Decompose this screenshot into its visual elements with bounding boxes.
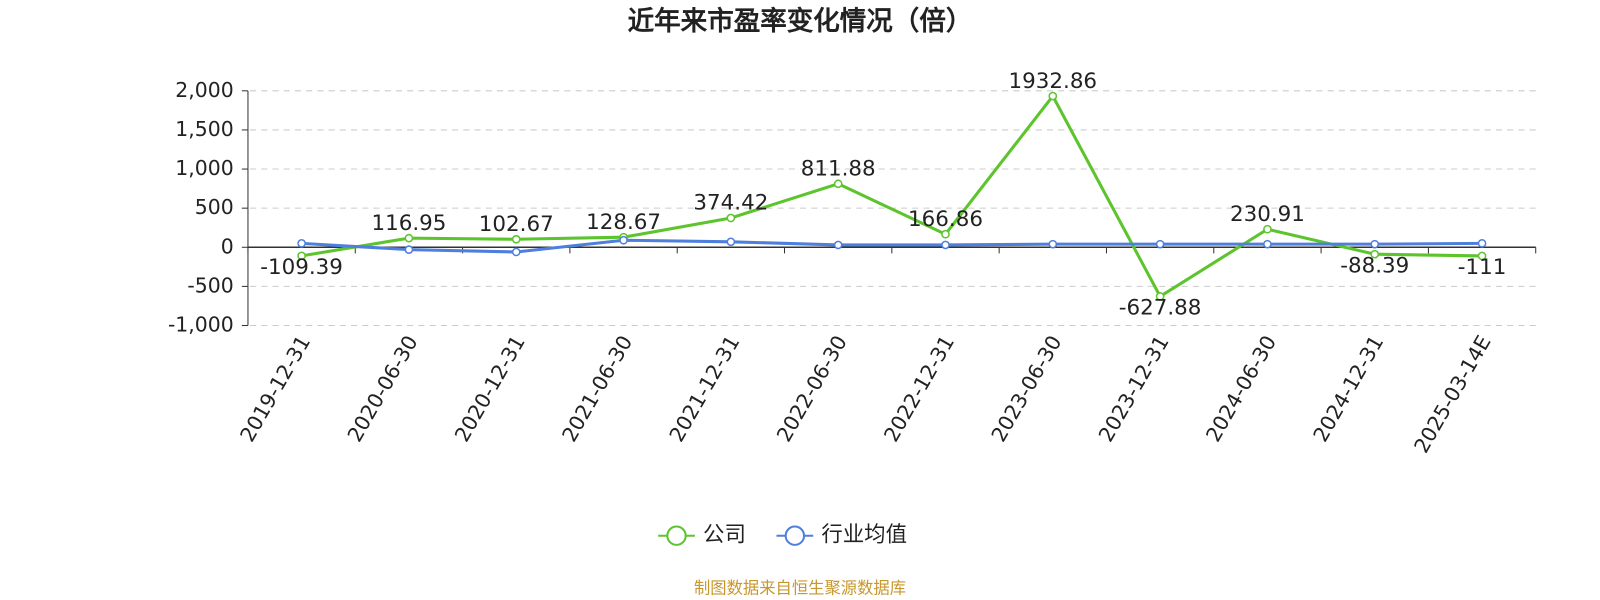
point <box>1370 239 1380 249</box>
data-label: -627.88 <box>1119 296 1202 321</box>
y-tick-label: -1,000 <box>168 313 234 337</box>
x-tick-label: 2020-06-30 <box>342 331 422 446</box>
x-tick-label: 2020-12-31 <box>450 331 530 446</box>
y-tick-label: -500 <box>187 273 233 297</box>
point <box>297 239 306 248</box>
point <box>404 233 414 243</box>
x-tick-label: 2023-06-30 <box>986 331 1066 446</box>
x-tick-label: 2024-12-31 <box>1308 331 1388 446</box>
point <box>726 237 736 247</box>
data-label: -88.39 <box>1340 253 1409 278</box>
point <box>1263 239 1272 249</box>
point <box>941 229 950 239</box>
data-label: 166.86 <box>908 207 983 232</box>
legend-label: 公司 <box>703 523 746 548</box>
x-tick-label: 2021-12-31 <box>664 331 744 446</box>
data-label: 374.42 <box>693 191 768 216</box>
source-note: 制图数据来自恒生聚源数据库 <box>694 578 906 597</box>
point <box>511 234 521 244</box>
x-tick-label: 2025-03-14E <box>1409 331 1495 457</box>
y-tick-label: 1,500 <box>175 117 233 141</box>
chart-title: 近年来市盈率变化情况（倍） <box>628 6 973 37</box>
data-label: 811.88 <box>801 156 876 181</box>
point <box>619 235 628 245</box>
y-tick-label: 2,000 <box>175 78 233 102</box>
data-label: 1932.86 <box>1009 69 1098 94</box>
x-tick-label: 2019-12-31 <box>235 331 315 446</box>
point <box>1048 91 1058 101</box>
x-tick-label: 2021-06-30 <box>557 331 637 446</box>
legend-label: 行业均值 <box>821 523 907 548</box>
data-label: 102.67 <box>479 212 554 237</box>
x-tick-label: 2022-06-30 <box>772 331 852 446</box>
y-tick-label: 0 <box>221 234 234 258</box>
x-tick-label: 2024-06-30 <box>1201 331 1281 446</box>
point <box>1155 239 1165 249</box>
point <box>726 213 736 223</box>
x-tick-label: 2023-12-31 <box>1094 331 1174 446</box>
point <box>511 247 521 257</box>
point <box>1048 239 1058 249</box>
point <box>833 179 843 189</box>
y-tick-label: 1,000 <box>175 156 233 180</box>
data-label: 116.95 <box>371 211 446 236</box>
data-label: 230.91 <box>1230 202 1305 227</box>
point <box>404 245 414 254</box>
data-label: -109.39 <box>260 255 343 280</box>
point <box>1370 249 1380 259</box>
point <box>833 240 843 250</box>
series-line <box>301 93 1483 299</box>
series-line <box>301 238 1483 254</box>
y-tick-label: 500 <box>195 195 234 219</box>
data-label: 128.67 <box>586 210 661 235</box>
point <box>297 251 306 261</box>
point <box>1477 251 1487 261</box>
x-tick-label: 2022-12-31 <box>879 331 959 446</box>
legend-marker <box>666 525 687 546</box>
point <box>941 240 950 250</box>
point <box>1477 239 1487 248</box>
legend-marker <box>784 525 806 546</box>
data-label: -111 <box>1458 255 1507 280</box>
point <box>1263 224 1272 234</box>
point <box>1155 292 1165 301</box>
